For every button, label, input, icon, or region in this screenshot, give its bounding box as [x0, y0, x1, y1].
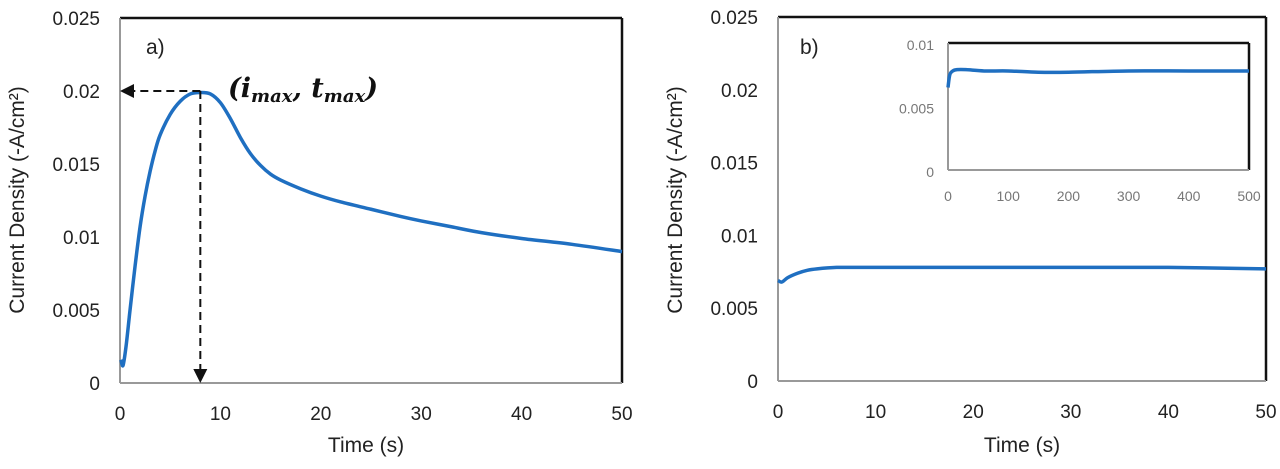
y-tick-label: 0.025 — [710, 8, 758, 29]
x-tick-label: 30 — [1060, 402, 1081, 423]
panel-b: 0 10 20 30 40 5000.0050.010.0150.020.025Time … — [664, 8, 1277, 457]
x-tick-label: 20 — [963, 402, 984, 423]
x-axis-label: Time (s) — [984, 434, 1060, 457]
y-tick-label: 0.005 — [52, 301, 100, 322]
x-tick-label: 0 — [773, 402, 784, 423]
inset-x-tick-label: 400 — [1177, 188, 1201, 204]
x-tick-label: 10 — [865, 402, 886, 423]
y-tick-label: 0.015 — [52, 155, 100, 176]
y-tick-label: 0.02 — [63, 82, 100, 103]
y-tick-label: 0.015 — [710, 154, 758, 175]
y-axis-label: Current Density (-A/cm²) — [664, 86, 687, 314]
y-axis-label: Current Density (-A/cm²) — [6, 86, 29, 314]
inset-chart: 0 100 200 300 400 500 0 0.005 0.01 — [899, 37, 1261, 204]
x-tick-label: 40 — [511, 404, 532, 425]
inset-y-tick-label: 0.01 — [907, 37, 934, 53]
data-line — [119, 90, 623, 368]
y-tick-label: 0.005 — [710, 299, 758, 320]
inset-y-tick-label: 0 — [926, 164, 934, 180]
arrowhead-left-icon — [120, 84, 134, 98]
panel-label: a) — [146, 36, 165, 59]
y-tick-label: 0.02 — [721, 81, 758, 102]
x-tick-label: 50 — [611, 404, 632, 425]
inset-data-line — [946, 67, 1249, 88]
inset-y-tick-label: 0.005 — [899, 101, 934, 117]
x-tick-label: 20 — [310, 404, 331, 425]
x-tick-label: 40 — [1158, 402, 1179, 423]
arrowhead-down-icon — [193, 369, 208, 383]
inset-x-tick-label: 300 — [1117, 188, 1141, 204]
x-tick-label: 0 — [115, 404, 126, 425]
annotation-label: (imax, tmax) — [228, 73, 378, 107]
y-tick-label: 0.01 — [63, 228, 100, 249]
inset-x-tick-label: 500 — [1237, 188, 1261, 204]
x-axis-label: Time (s) — [328, 434, 404, 457]
x-tick-label: 50 — [1255, 402, 1276, 423]
y-tick-label: 0.01 — [721, 226, 758, 247]
panel-a: 0 10 20 30 40 50 0 0.005 0.01 0.015 0.02 0.025 Time … — [6, 9, 633, 457]
y-tick-label: 0.025 — [52, 9, 100, 30]
panel-label: b) — [800, 36, 819, 59]
y-tick-label: 0 — [747, 372, 758, 393]
x-tick-label: 30 — [411, 404, 432, 425]
inset-x-tick-label: 0 — [944, 188, 952, 204]
inset-x-tick-label: 200 — [1057, 188, 1081, 204]
x-tick-label: 10 — [210, 404, 231, 425]
inset-x-tick-label: 100 — [997, 188, 1021, 204]
data-line — [777, 265, 1267, 284]
y-tick-label: 0 — [89, 374, 100, 395]
